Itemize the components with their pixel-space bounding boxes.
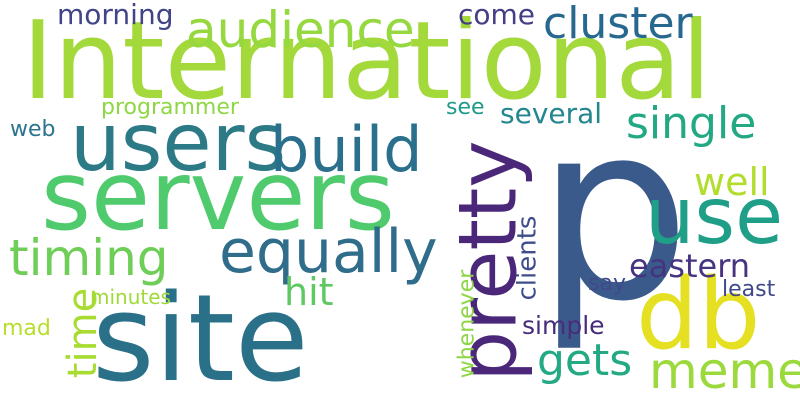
word-timing: timing — [9, 229, 169, 287]
word-single: single — [626, 98, 757, 149]
word-several: several — [500, 97, 603, 130]
word-web: web — [10, 117, 56, 142]
word-well: well — [694, 160, 770, 204]
word-minutes: minutes — [90, 285, 171, 309]
word-simple: simple — [522, 311, 605, 340]
word-cluster: cluster — [543, 0, 693, 49]
word-mad: mad — [2, 316, 51, 341]
word-use: use — [645, 172, 784, 262]
word-meme: meme — [649, 342, 800, 400]
word-equally: equally — [219, 217, 438, 287]
word-eastern: eastern — [629, 247, 751, 285]
word-build: build — [270, 113, 423, 186]
word-clients: clients — [512, 215, 543, 301]
word-least: least — [722, 277, 776, 302]
word-say: say — [588, 271, 626, 296]
word-p: p — [536, 71, 691, 355]
word-site: site — [92, 270, 309, 400]
word-programmer: programmer — [101, 95, 239, 120]
word-see: see — [446, 95, 485, 120]
word-international: International — [22, 0, 712, 124]
word-morning: morning — [57, 0, 174, 31]
word-hit: hit — [284, 270, 334, 314]
word-come: come — [458, 0, 536, 31]
word-users: users — [70, 96, 287, 189]
word-gets: gets — [537, 335, 633, 386]
word-whenever: whenever — [454, 269, 480, 379]
word-db: db — [636, 258, 761, 372]
word-servers: servers — [41, 140, 395, 252]
word-audience: audience — [186, 1, 415, 59]
